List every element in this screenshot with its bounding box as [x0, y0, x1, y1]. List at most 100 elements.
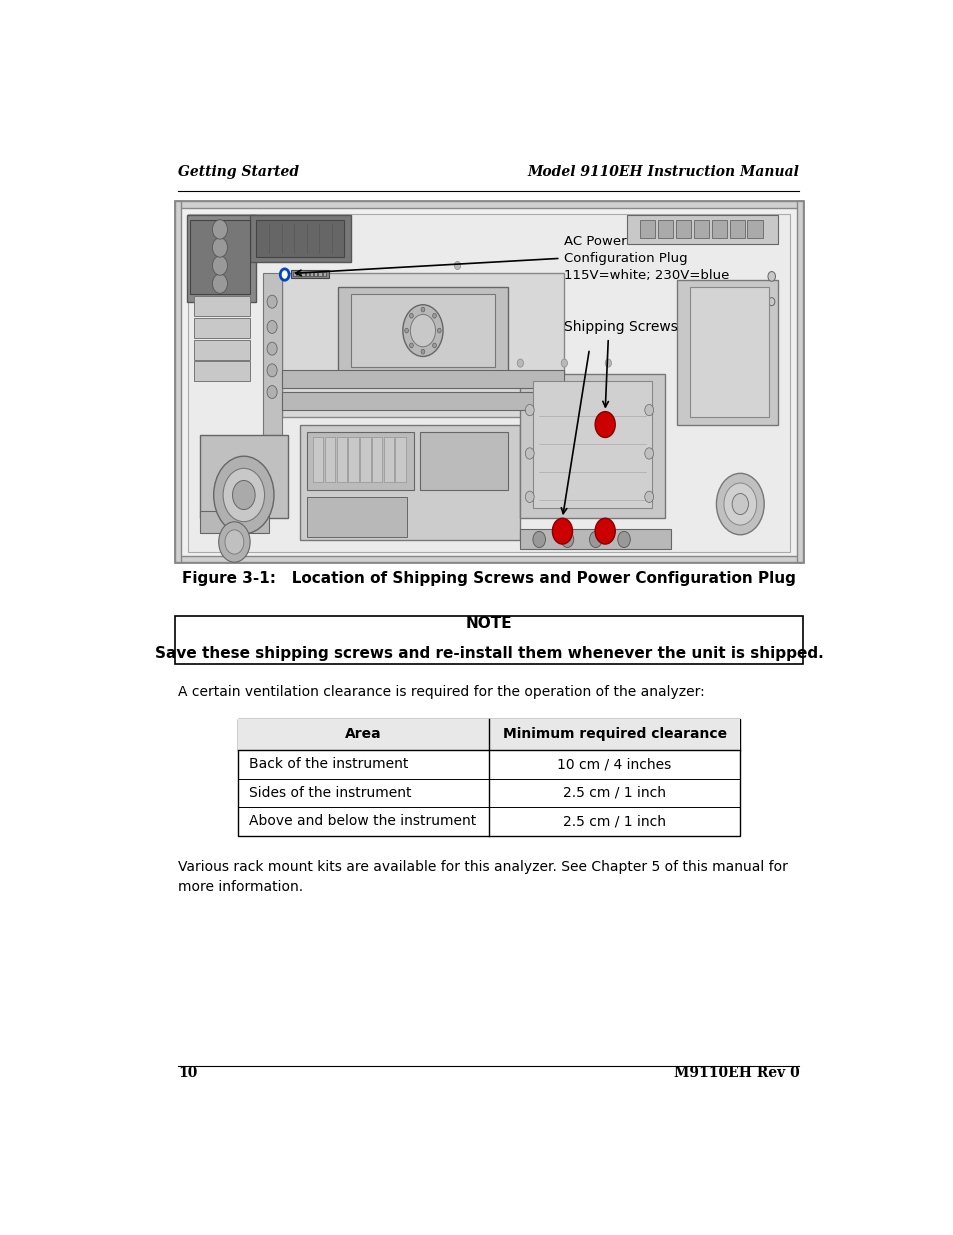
Circle shape — [432, 314, 436, 319]
Circle shape — [409, 343, 413, 348]
Bar — [237, 719, 740, 836]
Bar — [300, 425, 519, 540]
Bar — [174, 200, 180, 562]
Circle shape — [768, 298, 774, 306]
Text: 10 cm / 4 inches: 10 cm / 4 inches — [557, 757, 671, 772]
Bar — [174, 616, 802, 663]
Bar — [324, 437, 335, 483]
Bar — [533, 382, 652, 508]
Bar — [281, 273, 564, 417]
Bar — [689, 288, 768, 417]
Bar — [291, 270, 329, 278]
Bar — [281, 391, 564, 410]
Circle shape — [420, 350, 424, 354]
Circle shape — [552, 519, 572, 545]
Bar — [337, 288, 507, 374]
Circle shape — [213, 220, 227, 240]
Bar — [677, 280, 778, 425]
Bar — [306, 496, 407, 536]
Circle shape — [525, 404, 534, 416]
Text: Back of the instrument: Back of the instrument — [249, 757, 408, 772]
Text: 10: 10 — [178, 1066, 197, 1081]
Bar — [626, 215, 778, 243]
Bar — [383, 437, 394, 483]
Bar — [747, 220, 762, 238]
Text: Above and below the instrument: Above and below the instrument — [249, 814, 476, 829]
Circle shape — [213, 238, 227, 257]
Circle shape — [280, 269, 289, 280]
Bar — [237, 719, 740, 750]
Bar — [193, 296, 250, 316]
Circle shape — [402, 305, 442, 357]
Circle shape — [454, 262, 460, 269]
Bar — [199, 511, 269, 534]
Circle shape — [618, 531, 630, 547]
Circle shape — [420, 308, 424, 312]
Bar — [174, 200, 802, 562]
Bar — [419, 432, 507, 489]
Text: A certain ventilation clearance is required for the operation of the analyzer:: A certain ventilation clearance is requi… — [178, 685, 704, 699]
Circle shape — [409, 314, 413, 319]
Bar — [395, 437, 405, 483]
Bar — [193, 340, 250, 359]
Text: 2.5 cm / 1 inch: 2.5 cm / 1 inch — [562, 814, 665, 829]
Circle shape — [716, 473, 763, 535]
Bar — [372, 437, 382, 483]
Circle shape — [533, 531, 545, 547]
Circle shape — [267, 342, 277, 356]
Text: Figure 3-1:   Location of Shipping Screws and Power Configuration Plug: Figure 3-1: Location of Shipping Screws … — [182, 572, 795, 587]
Bar — [193, 362, 250, 382]
Circle shape — [604, 359, 611, 367]
Bar — [305, 272, 309, 277]
Bar — [519, 530, 671, 550]
Circle shape — [644, 404, 653, 416]
Circle shape — [404, 329, 408, 333]
Text: Sides of the instrument: Sides of the instrument — [249, 785, 411, 800]
Bar — [639, 220, 655, 238]
Bar — [256, 220, 344, 257]
Bar — [250, 215, 351, 262]
Circle shape — [767, 272, 775, 282]
Circle shape — [525, 448, 534, 459]
Text: Save these shipping screws and re-install them whenever the unit is shipped.: Save these shipping screws and re-instal… — [154, 646, 822, 661]
Circle shape — [731, 494, 748, 515]
Circle shape — [517, 359, 523, 367]
Bar — [336, 437, 347, 483]
Bar — [797, 200, 802, 562]
Circle shape — [410, 315, 436, 347]
Bar — [281, 370, 564, 389]
Text: Model 9110EH Instruction Manual: Model 9110EH Instruction Manual — [527, 164, 799, 179]
Text: M9110EH Rev 0: M9110EH Rev 0 — [673, 1066, 799, 1081]
Bar — [293, 272, 296, 277]
Bar — [187, 215, 256, 301]
Circle shape — [267, 295, 277, 309]
Bar — [314, 272, 317, 277]
Circle shape — [432, 343, 436, 348]
Bar — [657, 220, 673, 238]
Circle shape — [267, 385, 277, 399]
Circle shape — [218, 521, 250, 562]
Text: NOTE: NOTE — [465, 616, 512, 631]
Circle shape — [267, 364, 277, 377]
Text: Area: Area — [345, 727, 381, 741]
Circle shape — [233, 480, 254, 510]
Circle shape — [267, 321, 277, 333]
Circle shape — [436, 329, 440, 333]
Text: Shipping Screws: Shipping Screws — [564, 320, 678, 333]
Text: Minimum required clearance: Minimum required clearance — [502, 727, 726, 741]
Bar — [322, 272, 326, 277]
Circle shape — [589, 531, 601, 547]
Bar — [174, 556, 802, 562]
Bar — [301, 272, 304, 277]
Bar — [729, 220, 744, 238]
Bar — [199, 436, 288, 519]
Bar — [191, 220, 250, 294]
Bar — [193, 317, 250, 338]
Bar — [519, 374, 664, 519]
Bar — [693, 220, 709, 238]
Circle shape — [213, 256, 227, 275]
Circle shape — [525, 492, 534, 503]
Bar — [306, 432, 413, 489]
Bar — [359, 437, 370, 483]
Bar — [262, 273, 281, 436]
